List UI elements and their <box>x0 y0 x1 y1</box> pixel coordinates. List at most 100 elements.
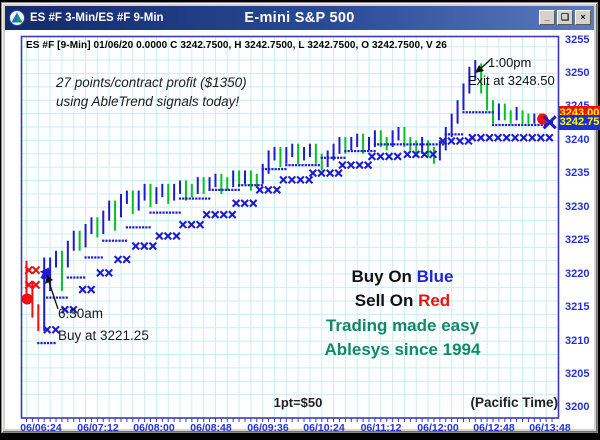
stop-x <box>104 268 114 277</box>
stop-x <box>304 175 314 184</box>
slogan-ablesys-line: Ablesys since 1994 <box>324 339 481 359</box>
stop-x <box>279 175 288 184</box>
stop-dot <box>460 133 464 136</box>
stop-dot <box>111 239 115 242</box>
stop-dot <box>281 168 284 171</box>
x-axis-label: 06/12:48 <box>473 422 515 434</box>
stop-dot <box>330 156 333 159</box>
stop-dot <box>237 184 241 187</box>
stop-x <box>96 268 105 277</box>
stop-dot <box>125 226 128 229</box>
stop-dot <box>301 164 304 167</box>
stop-dot <box>298 164 301 167</box>
stop-dot <box>254 184 257 187</box>
stop-x <box>155 231 164 241</box>
stop-x <box>528 133 537 142</box>
stop-x <box>163 231 173 241</box>
stop-dot <box>491 123 495 127</box>
stop-dot <box>285 164 288 167</box>
stop-x <box>87 285 96 294</box>
sell-x <box>24 280 34 290</box>
stop-dot <box>221 188 224 191</box>
stop-dot <box>468 111 472 114</box>
stop-dot <box>37 341 40 345</box>
stop-x <box>393 152 402 161</box>
stop-dot <box>268 168 271 171</box>
stop-x <box>485 133 494 142</box>
window-title: ES #F 3-Min/ES #F 9-Min <box>30 12 164 24</box>
stop-x <box>231 199 241 208</box>
stop-x <box>355 160 364 170</box>
slogan-trading-line: Trading made easy <box>325 315 480 335</box>
stop-x <box>346 160 356 170</box>
stop-dot <box>498 123 501 127</box>
stop-dot <box>537 123 540 127</box>
y-axis-label: 3240 <box>565 133 590 146</box>
stop-x <box>60 305 70 314</box>
stop-dot <box>386 143 389 146</box>
stop-x <box>187 220 196 229</box>
stop-dot <box>250 184 254 187</box>
stop-dot <box>327 156 330 159</box>
stop-x <box>43 325 52 334</box>
stop-dot <box>416 143 419 146</box>
chart-canvas <box>20 35 560 422</box>
stop-dot <box>62 296 65 299</box>
stop-x <box>476 133 486 142</box>
stop-dot <box>188 197 191 200</box>
exit-arrow-head <box>475 65 484 73</box>
profit-line1: 27 points/contract profit ($1350) <box>56 75 247 90</box>
stop-dot <box>530 123 534 127</box>
stop-dot <box>350 149 353 153</box>
stop-dot <box>211 188 214 191</box>
stop-dot <box>257 184 260 187</box>
stop-dot <box>73 276 76 279</box>
stop-dot <box>444 133 447 136</box>
close-button[interactable]: × <box>575 10 591 25</box>
stop-x <box>519 133 528 142</box>
stop-dot <box>478 111 481 114</box>
stop-dot <box>317 164 320 167</box>
y-axis-label: 3250 <box>565 66 590 79</box>
stop-x <box>545 133 554 142</box>
entry-annotation: 6:30am Buy at 3221.25 <box>58 303 149 347</box>
stop-x <box>296 175 305 184</box>
entry-price-label: Buy at 3221.25 <box>58 328 149 343</box>
stop-dot <box>343 156 346 159</box>
stop-dot <box>218 188 221 191</box>
stop-dot <box>441 143 445 146</box>
y-axis-label: 3200 <box>565 401 590 414</box>
stop-dot <box>344 149 347 153</box>
sell-x <box>31 265 41 275</box>
stop-dot <box>264 168 268 171</box>
stop-dot <box>380 143 383 146</box>
stop-dot <box>129 226 132 229</box>
stop-dot <box>53 341 56 345</box>
stop-dot <box>65 296 68 299</box>
maximize-button[interactable]: ❏ <box>557 10 573 25</box>
stop-dot <box>333 156 336 159</box>
stop-dot <box>105 239 108 242</box>
slogan-block: Buy On Blue Sell On Red Trading made eas… <box>295 265 510 362</box>
stop-dot <box>201 197 204 200</box>
minimize-button[interactable]: _ <box>539 10 555 25</box>
slogan-word-blue: Blue <box>416 267 454 286</box>
profit-line2: using AbleTrend signals today! <box>56 93 240 109</box>
stop-dot <box>403 143 406 146</box>
y-axis-label: 3210 <box>565 334 590 347</box>
stop-x <box>211 210 220 219</box>
stop-dot <box>227 188 231 191</box>
profit-annotation: 27 points/contract profit ($1350) using … <box>56 74 247 111</box>
stop-dot <box>165 211 168 214</box>
price-axis: 3255325032453240323532303225322032153210… <box>561 30 599 429</box>
stop-dot <box>291 164 294 167</box>
stop-dot <box>50 341 53 345</box>
stop-dot <box>475 111 478 114</box>
stop-x <box>140 241 149 251</box>
timezone-label: (Pacific Time) <box>470 395 558 410</box>
stop-x <box>447 136 456 146</box>
stop-dot <box>451 133 454 136</box>
stop-dot <box>419 143 422 146</box>
stop-dot <box>363 149 366 153</box>
